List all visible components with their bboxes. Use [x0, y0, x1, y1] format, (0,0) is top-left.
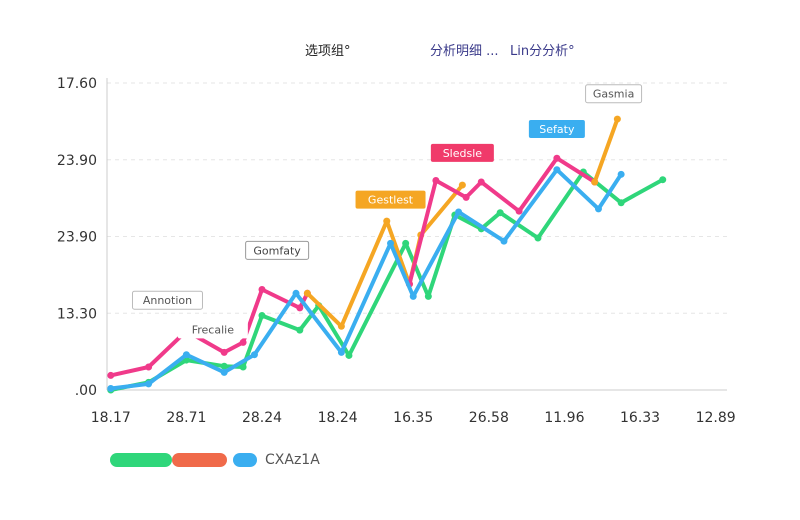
series-0-point-6 — [296, 326, 304, 334]
series-1-point-0 — [107, 371, 115, 379]
series-0-point-9 — [402, 239, 410, 247]
series-3-point-5 — [553, 154, 561, 162]
series-line-4 — [592, 117, 620, 184]
series-0-point-5 — [258, 312, 266, 320]
annotation-label-2: Gomfaty — [253, 244, 301, 257]
annotation-box-2 — [245, 240, 310, 260]
annotation-label-0: Annotion — [143, 294, 192, 307]
series-5-point-1 — [145, 380, 153, 388]
series-0-point-17 — [659, 176, 667, 184]
series-0-point-3 — [220, 362, 228, 370]
series-line-5 — [108, 167, 624, 391]
x-tick-label-3: 18.24 — [318, 410, 358, 426]
x-tick-label-1: 28.71 — [166, 410, 206, 426]
series-2-point-1 — [337, 322, 345, 330]
series-5-point-0 — [107, 384, 115, 392]
legend: CXAz1A — [110, 452, 320, 468]
series-5-point-7 — [387, 239, 395, 247]
series-2-point-0 — [303, 289, 311, 297]
series-3-point-1 — [432, 176, 440, 184]
series-5-point-12 — [594, 205, 602, 213]
annotation-box-5 — [528, 120, 585, 139]
series-line-0 — [108, 170, 665, 392]
series-5-point-9 — [455, 208, 463, 216]
x-tick-label-8: 12.89 — [696, 410, 736, 426]
series-3-point-2 — [462, 193, 470, 201]
header-left-label: 选项组° — [305, 44, 351, 59]
series-line-1 — [108, 287, 310, 378]
series-1-point-3 — [220, 348, 228, 356]
x-tick-label-0: 18.17 — [91, 410, 131, 426]
series-4-point-1 — [613, 115, 621, 123]
series-4-point-0 — [591, 178, 599, 186]
header-right-label: Lin分分析° — [510, 44, 575, 59]
series-5-point-4 — [250, 351, 258, 359]
annotation-box-4 — [430, 143, 494, 162]
series-5-point-10 — [500, 237, 508, 245]
legend-swatches — [110, 453, 257, 467]
annotation-label-6: Gasmia — [593, 88, 635, 101]
x-tick-label-2: 28.24 — [242, 410, 282, 426]
series-line-2 — [305, 183, 465, 329]
series-1-point-1 — [145, 363, 153, 371]
legend-label: CXAz1A — [265, 452, 320, 468]
series-0-point-4 — [239, 363, 247, 371]
series-5-point-11 — [553, 166, 561, 174]
annotation-box-1 — [177, 320, 248, 339]
series-1-point-5 — [258, 285, 266, 293]
x-tick-label-6: 11.96 — [544, 410, 584, 426]
legend-swatch-2 — [233, 453, 257, 467]
series-5-point-13 — [617, 170, 625, 178]
x-tick-label-7: 16.33 — [620, 410, 660, 426]
series-5-point-2 — [182, 351, 190, 359]
annotation-label-5: Sefaty — [539, 123, 575, 136]
series-2-point-2 — [383, 217, 391, 225]
x-tick-label-5: 26.58 — [469, 410, 509, 426]
series-0-point-10 — [424, 292, 432, 300]
annotation-box-6 — [585, 84, 643, 104]
y-tick-label-0: .00 — [75, 383, 97, 399]
y-tick-label-3: 23.90 — [57, 153, 97, 169]
annotation-box-0 — [131, 290, 203, 310]
y-tick-label-4: 17.60 — [57, 76, 97, 92]
legend-swatch-1 — [172, 453, 227, 467]
x-tick-label-4: 16.35 — [393, 410, 433, 426]
series-3-point-3 — [477, 178, 485, 186]
series-2-point-5 — [458, 181, 466, 189]
annotation-label-1: Frecalie — [192, 323, 234, 336]
series-0-point-8 — [345, 351, 353, 359]
series-0-point-13 — [496, 209, 504, 217]
series-5-point-6 — [337, 348, 345, 356]
y-tick-label-1: 13.30 — [57, 306, 97, 322]
annotation-label-4: Sledsle — [443, 147, 483, 160]
series-0-point-16 — [617, 199, 625, 207]
header-middle-label: 分析明细 ... — [430, 44, 499, 59]
series-5-point-5 — [292, 289, 300, 297]
legend-swatch-0 — [110, 453, 172, 467]
series-1-point-4 — [239, 338, 247, 346]
series-5-point-3 — [220, 368, 228, 376]
series-1-point-6 — [296, 304, 304, 312]
series-0-point-14 — [534, 234, 542, 242]
annotation-label-3: Gestlest — [368, 194, 414, 207]
series-5-point-8 — [409, 292, 417, 300]
y-tick-label-2: 23.90 — [57, 230, 97, 246]
annotation-box-3 — [355, 190, 426, 209]
series-3-point-4 — [515, 207, 523, 215]
